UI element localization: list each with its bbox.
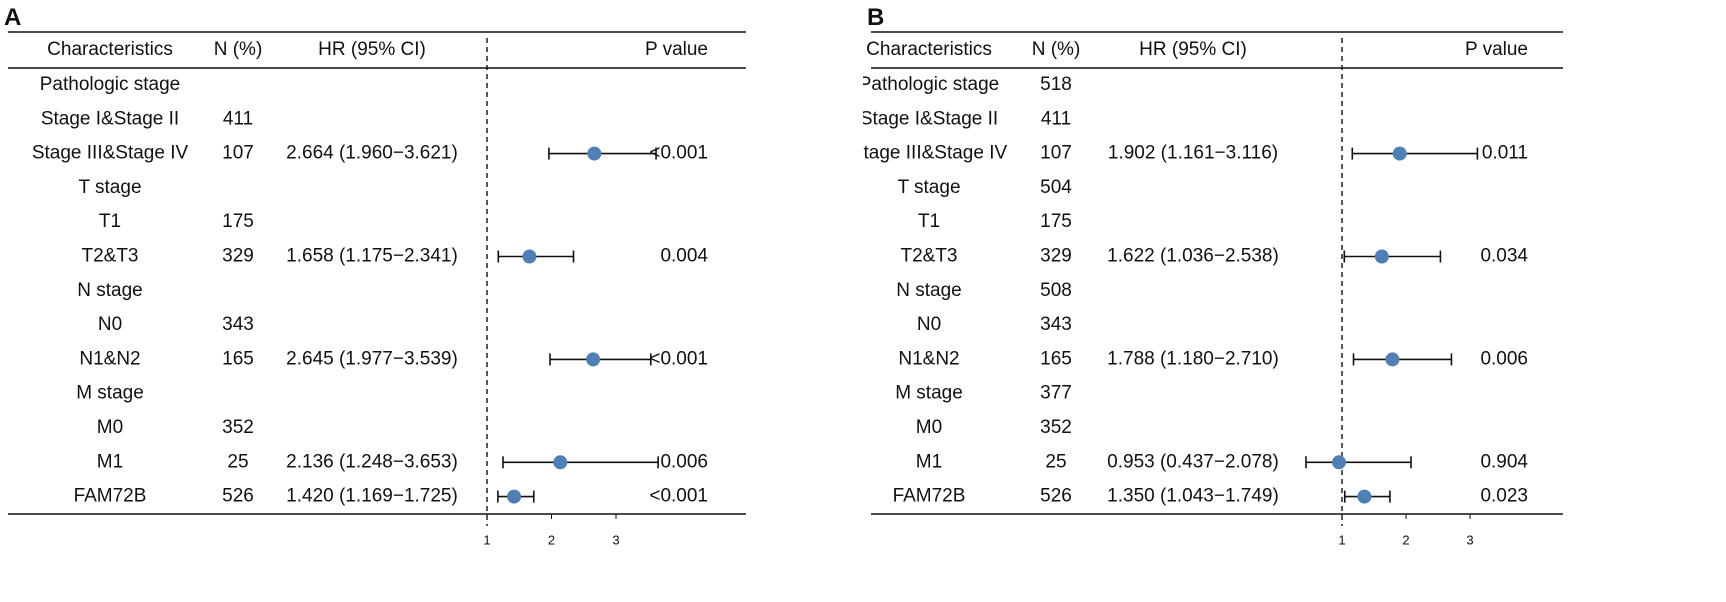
x-tick-label: 1 <box>1338 532 1345 547</box>
row-label: M1 <box>97 451 123 472</box>
row-n: 526 <box>1040 486 1072 507</box>
header-n: N (%) <box>1032 39 1081 60</box>
row-p-value: 0.011 <box>1482 143 1528 164</box>
row-label: FAM72B <box>74 486 147 507</box>
row-label: M stage <box>76 383 144 404</box>
row-hr-ci: 1.350 (1.043−1.749) <box>1107 486 1279 507</box>
row-label: T2&T3 <box>81 246 138 267</box>
row-hr-ci: 2.136 (1.248−3.653) <box>286 451 458 472</box>
row-n: 352 <box>222 417 254 438</box>
row-n: 25 <box>227 451 248 472</box>
row-p-value: <0.001 <box>649 143 708 164</box>
hr-point <box>1392 146 1407 161</box>
row-n: 504 <box>1040 177 1072 198</box>
row-p-value: 0.004 <box>660 246 708 267</box>
header-n: N (%) <box>214 39 263 60</box>
row-n: 175 <box>222 211 254 232</box>
row-n: 352 <box>1040 417 1072 438</box>
header-characteristics: Characteristics <box>47 39 173 60</box>
hr-point <box>522 249 537 264</box>
row-label: T stage <box>78 177 141 198</box>
row-n: 343 <box>222 314 254 335</box>
forest-panel-b: B Characteristics N (%) HR (95% CI) P value… <box>863 0 1726 602</box>
row-label: M stage <box>895 383 963 404</box>
header-characteristics: Characteristics <box>866 39 992 60</box>
row-label: T1 <box>99 211 121 232</box>
row-n: 518 <box>1040 74 1072 95</box>
header-p-value: P value <box>645 39 708 60</box>
row-n: 411 <box>1041 108 1071 129</box>
hr-point <box>586 352 601 367</box>
row-label: Pathologic stage <box>40 74 181 95</box>
row-n: 165 <box>222 348 254 369</box>
row-label: N0 <box>917 314 941 335</box>
x-tick-label: 2 <box>1402 532 1409 547</box>
row-hr-ci: 1.420 (1.169−1.725) <box>286 486 458 507</box>
row-hr-ci: 2.664 (1.960−3.621) <box>286 143 458 164</box>
row-label: Pathologic stage <box>863 74 999 95</box>
row-p-value: <0.001 <box>649 348 708 369</box>
row-label: T1 <box>918 211 940 232</box>
hr-point <box>507 489 522 504</box>
row-hr-ci: 1.902 (1.161−3.116) <box>1108 143 1278 164</box>
row-hr-ci: 2.645 (1.977−3.539) <box>286 348 458 369</box>
row-p-value: 0.006 <box>1480 348 1528 369</box>
hr-point <box>1357 489 1372 504</box>
row-p-value: <0.001 <box>649 486 708 507</box>
row-n: 508 <box>1040 280 1072 301</box>
x-tick-label: 3 <box>612 532 619 547</box>
hr-point <box>587 146 602 161</box>
forest-panel-a: A Characteristics N (%) HR (95% CI) P value… <box>4 4 746 547</box>
forest-plot-b: Characteristics N (%) HR (95% CI) P value 1 2… <box>863 31 1563 547</box>
row-n: 343 <box>1040 314 1072 335</box>
row-hr-ci: 1.658 (1.175−2.341) <box>286 246 458 267</box>
row-p-value: 0.904 <box>1480 451 1528 472</box>
row-label: Stage I&Stage II <box>41 108 179 129</box>
hr-point <box>1385 352 1400 367</box>
row-n: 25 <box>1045 451 1066 472</box>
row-label: M0 <box>916 417 942 438</box>
row-label: M0 <box>97 417 123 438</box>
row-n: 526 <box>222 486 254 507</box>
row-label: M1 <box>916 451 942 472</box>
row-label: Stage III&Stage IV <box>32 143 189 164</box>
row-label: Stage III&Stage IV <box>863 143 1007 164</box>
row-p-value: 0.034 <box>1480 246 1528 267</box>
row-hr-ci: 1.788 (1.180−2.710) <box>1107 348 1279 369</box>
row-n: 165 <box>1040 348 1072 369</box>
row-label: N1&N2 <box>898 348 959 369</box>
forest-plot-a: Characteristics N (%) HR (95% CI) P value 1 2… <box>8 31 746 547</box>
row-label: T stage <box>897 177 960 198</box>
row-n: 175 <box>1040 211 1072 232</box>
x-tick-label: 3 <box>1466 532 1473 547</box>
x-tick-label: 1 <box>483 532 490 547</box>
row-n: 377 <box>1040 383 1072 404</box>
panel-label: B <box>867 4 885 31</box>
row-n: 411 <box>223 108 253 129</box>
hr-point <box>1374 249 1389 264</box>
row-label: N1&N2 <box>79 348 140 369</box>
row-hr-ci: 1.622 (1.036−2.538) <box>1107 246 1279 267</box>
row-n: 107 <box>1040 143 1072 164</box>
hr-point <box>553 455 568 470</box>
row-label: Stage I&Stage II <box>863 108 998 129</box>
row-p-value: 0.023 <box>1480 486 1528 507</box>
row-label: FAM72B <box>893 486 966 507</box>
row-label: N0 <box>98 314 122 335</box>
header-p-value: P value <box>1465 39 1528 60</box>
row-label: N stage <box>77 280 142 301</box>
panel-label: A <box>4 4 22 31</box>
header-hr: HR (95% CI) <box>318 39 426 60</box>
x-tick-label: 2 <box>548 532 555 547</box>
row-n: 329 <box>1040 246 1072 267</box>
row-label: T2&T3 <box>900 246 957 267</box>
row-p-value: 0.006 <box>660 451 708 472</box>
header-hr: HR (95% CI) <box>1139 39 1247 60</box>
hr-point <box>1331 455 1346 470</box>
row-n: 329 <box>222 246 254 267</box>
row-n: 107 <box>222 143 254 164</box>
row-label: N stage <box>896 280 961 301</box>
row-hr-ci: 0.953 (0.437−2.078) <box>1107 451 1279 472</box>
